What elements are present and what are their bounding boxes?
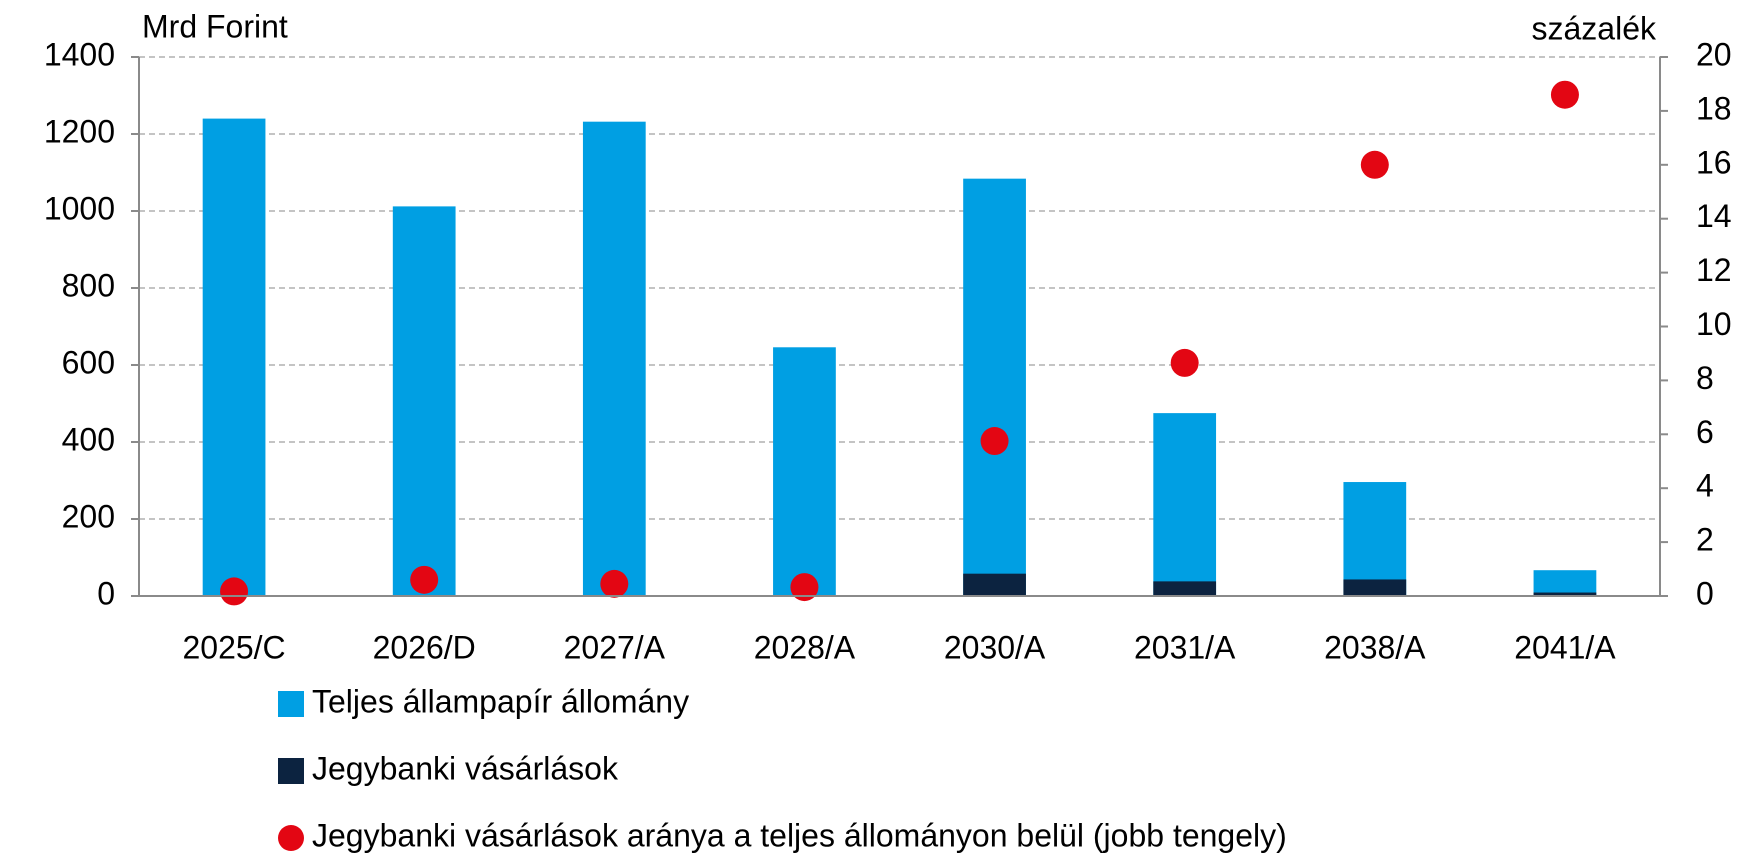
- y-tick-label: 600: [62, 344, 115, 380]
- bar: [1343, 482, 1407, 596]
- y2-tick-label: 8: [1696, 360, 1714, 396]
- dot: [220, 577, 249, 606]
- bar: [1153, 413, 1217, 596]
- x-tick-label: 2030/A: [944, 629, 1046, 665]
- bar: [1533, 592, 1597, 596]
- y-tick-label: 800: [62, 267, 115, 303]
- dot: [1360, 150, 1389, 179]
- bar: [1343, 579, 1407, 596]
- bar: [773, 347, 836, 596]
- y2-tick-label: 12: [1696, 252, 1732, 288]
- x-tick-label: 2025/C: [182, 629, 285, 665]
- y-tick-label: 1000: [44, 190, 115, 226]
- dot: [600, 569, 629, 598]
- y2-tick-label: 6: [1696, 414, 1714, 450]
- legend-dot: [278, 825, 304, 851]
- y2-tick-label: 0: [1696, 575, 1714, 611]
- x-tick-label: 2028/A: [754, 629, 856, 665]
- y2-tick-label: 16: [1696, 144, 1732, 180]
- dot: [410, 565, 439, 594]
- y2-axis-label: százalék: [1532, 10, 1658, 46]
- y-axis-label: Mrd Forint: [142, 8, 288, 44]
- legend-label: Jegybanki vásárlások: [312, 750, 619, 786]
- y-tick-label: 1200: [44, 113, 115, 149]
- y-tick-label: 400: [62, 421, 115, 457]
- y2-tick-label: 20: [1696, 36, 1732, 72]
- dot: [790, 573, 819, 602]
- bar: [392, 206, 456, 596]
- bar: [1533, 570, 1597, 596]
- x-tick-label: 2041/A: [1514, 629, 1616, 665]
- y-tick-label: 0: [97, 575, 115, 611]
- y2-tick-label: 18: [1696, 90, 1732, 126]
- dot: [980, 427, 1009, 456]
- bar: [963, 573, 1026, 596]
- legend-label: Teljes állampapír állomány: [312, 683, 689, 719]
- legend-label: Jegybanki vásárlások aránya a teljes áll…: [312, 817, 1287, 853]
- x-tick-label: 2027/A: [564, 629, 666, 665]
- y-tick-label: 1400: [44, 36, 115, 72]
- y2-tick-label: 14: [1696, 198, 1732, 234]
- bar: [963, 178, 1026, 596]
- y-tick-label: 200: [62, 498, 115, 534]
- bar: [582, 121, 646, 597]
- bar: [202, 118, 266, 596]
- x-tick-label: 2031/A: [1134, 629, 1236, 665]
- y2-tick-label: 4: [1696, 468, 1714, 504]
- x-tick-label: 2026/D: [373, 629, 476, 665]
- legend-swatch: [278, 691, 304, 717]
- y2-tick-label: 10: [1696, 306, 1732, 342]
- bar: [1153, 581, 1217, 596]
- dot: [1550, 80, 1579, 109]
- legend-swatch: [278, 758, 304, 784]
- y2-tick-label: 2: [1696, 522, 1714, 558]
- dot: [1170, 348, 1199, 377]
- x-tick-label: 2038/A: [1324, 629, 1426, 665]
